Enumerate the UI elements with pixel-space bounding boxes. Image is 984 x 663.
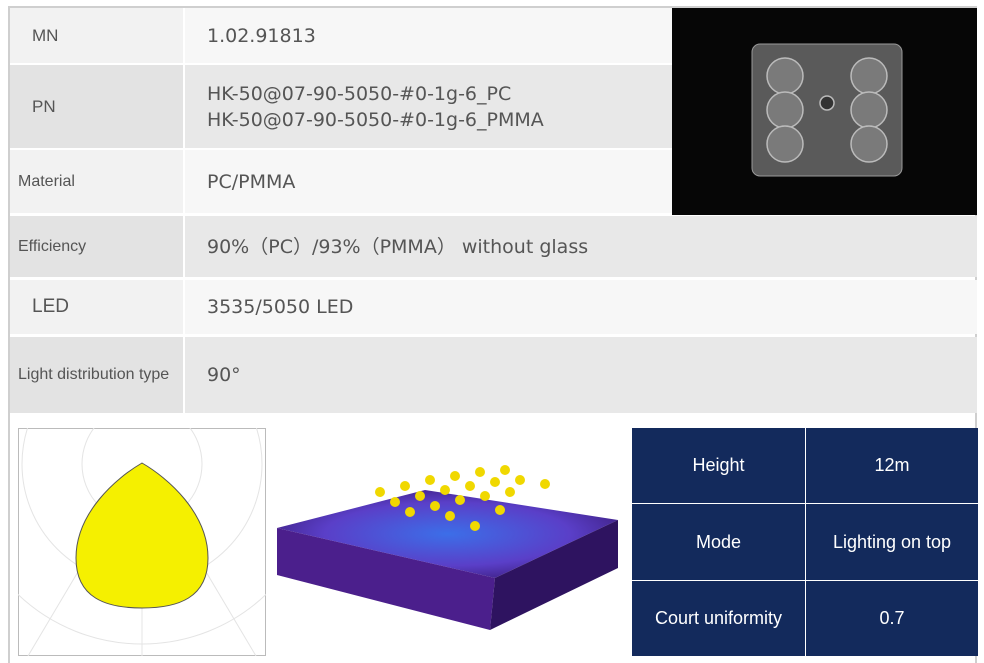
spec-value-line: HK-50@07-90-5050-#0-1g-6_PC — [207, 82, 512, 105]
polar-diagram — [18, 428, 266, 656]
spec-value-line: 90° — [207, 364, 241, 386]
spec-value: PC/PMMA — [185, 150, 672, 213]
frame — [8, 6, 977, 663]
spec-label: Light distribution type — [10, 337, 183, 413]
spec-label: MN — [10, 8, 183, 63]
spec-value-line: 90%（PC）/93%（PMMA） without glass — [207, 235, 589, 258]
spec-label: Material — [10, 150, 183, 213]
product-image — [672, 8, 977, 215]
spec-value-line: HK-50@07-90-5050-#0-1g-6_PMMA — [207, 108, 544, 131]
spec-value: 1.02.91813 — [185, 8, 672, 63]
illuminance-render — [277, 465, 618, 630]
spec-label: LED — [10, 280, 183, 334]
spec-value: 3535/5050 LED — [185, 280, 977, 334]
spec-label: Efficiency — [10, 216, 183, 277]
divider — [805, 428, 806, 656]
spec-value-line: 1.02.91813 — [207, 24, 316, 47]
spec-value-line: PC/PMMA — [207, 170, 296, 193]
divider — [632, 503, 978, 504]
condition-value: 0.7 — [879, 608, 905, 628]
spec-value: HK-50@07-90-5050-#0-1g-6_PC HK-50@07-90-… — [185, 65, 672, 148]
spec-label: PN — [10, 65, 183, 148]
condition-label: Court uniformity — [654, 608, 783, 628]
conditions-table: Height 12m Mode Lighting on top Court un… — [632, 428, 978, 656]
condition-label: Height — [692, 455, 745, 475]
condition-label: Mode — [695, 531, 742, 552]
spec-value-line: 3535/5050 LED — [207, 296, 354, 318]
condition-value: Lighting on top — [832, 531, 952, 552]
spec-value: 90° — [185, 337, 977, 413]
spec-value: 90%（PC）/93%（PMMA） without glass — [185, 216, 977, 277]
divider — [632, 580, 978, 581]
condition-value: 12m — [874, 455, 910, 475]
